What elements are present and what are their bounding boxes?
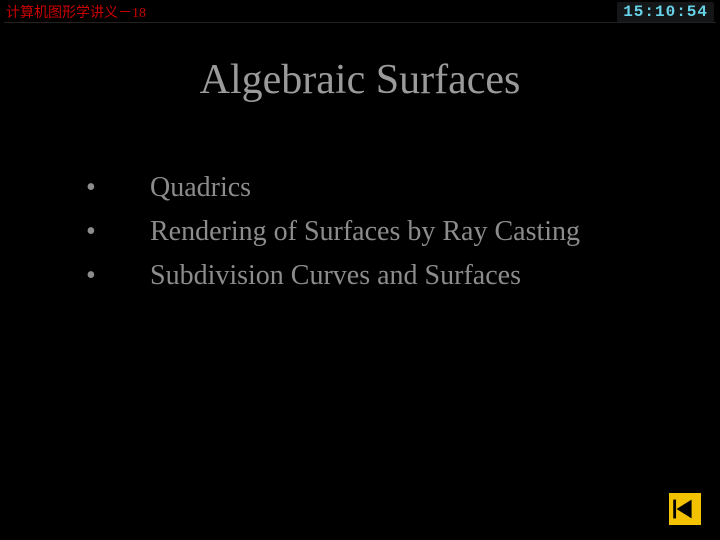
bullet-list: • Quadrics • Rendering of Surfaces by Ra… bbox=[86, 168, 660, 300]
previous-slide-button[interactable] bbox=[668, 492, 702, 526]
list-item: • Quadrics bbox=[86, 168, 660, 208]
list-item: • Rendering of Surfaces by Ray Casting bbox=[86, 212, 660, 252]
bullet-marker: • bbox=[86, 168, 150, 208]
lecture-label: 计算机图形学讲义－18 bbox=[6, 2, 146, 22]
bullet-text: Rendering of Surfaces by Ray Casting bbox=[150, 212, 580, 252]
list-item: • Subdivision Curves and Surfaces bbox=[86, 256, 660, 296]
slide-title: Algebraic Surfaces bbox=[0, 56, 720, 104]
bullet-text: Quadrics bbox=[150, 168, 251, 208]
header-divider bbox=[4, 22, 716, 23]
bullet-marker: • bbox=[86, 212, 150, 252]
bullet-marker: • bbox=[86, 256, 150, 296]
arrow-left-icon bbox=[669, 493, 701, 525]
clock-display: 15:10:54 bbox=[617, 2, 714, 22]
slide-header: 计算机图形学讲义－18 15:10:54 bbox=[0, 0, 720, 26]
bullet-text: Subdivision Curves and Surfaces bbox=[150, 256, 521, 296]
